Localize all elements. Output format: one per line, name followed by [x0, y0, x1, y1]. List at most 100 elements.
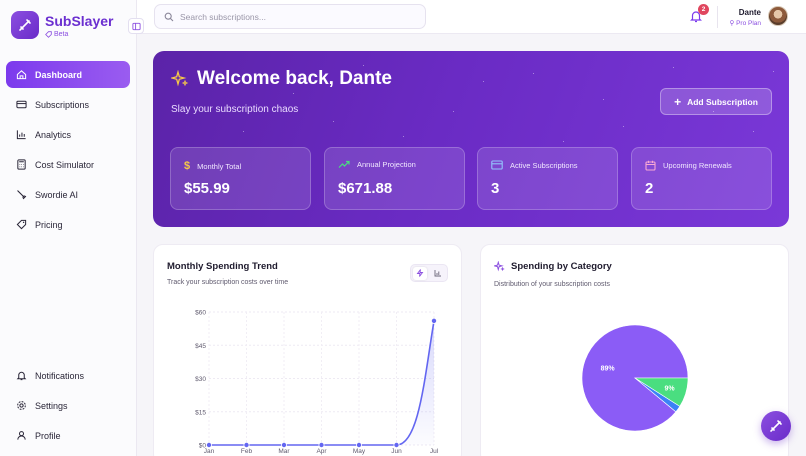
y-tick-label: $45: [195, 343, 206, 350]
top-header: 2 Dante ⚲ Pro Plan: [137, 0, 806, 34]
avatar[interactable]: [768, 6, 788, 26]
notification-count-badge: 2: [698, 4, 709, 15]
nav-item-settings[interactable]: Settings: [6, 392, 130, 419]
stat-label: Annual Projection: [357, 160, 416, 169]
home-icon: [16, 70, 27, 80]
add-subscription-label: Add Subscription: [687, 96, 758, 107]
data-point: [318, 441, 325, 448]
stat-card-active-subscriptions: Active Subscriptions 3: [477, 147, 618, 210]
search-box[interactable]: [154, 4, 426, 29]
decorative-star: [483, 81, 484, 82]
sword-icon: [770, 420, 782, 432]
notifications-bell-icon[interactable]: [689, 9, 703, 23]
stat-label: Upcoming Renewals: [663, 161, 732, 170]
beta-badge: Beta: [54, 30, 69, 38]
x-tick-label: Jan: [204, 448, 215, 455]
decorative-star: [453, 111, 454, 112]
nav-item-subscriptions[interactable]: Subscriptions: [6, 91, 130, 118]
stat-card-monthly-total: $ Monthly Total $55.99: [170, 147, 311, 210]
search-input[interactable]: [180, 11, 410, 22]
decorative-star: [753, 131, 754, 132]
sword-icon: [17, 190, 27, 200]
stat-value: $55.99: [184, 180, 230, 197]
stat-label: Monthly Total: [197, 161, 242, 171]
welcome-banner: Welcome back, Dante Slay your subscripti…: [153, 51, 789, 227]
nav-item-cost-simulator[interactable]: Cost Simulator: [6, 151, 130, 178]
user-info[interactable]: Dante ⚲ Pro Plan: [729, 8, 761, 27]
card-icon: [16, 100, 27, 109]
bar-chart-toggle[interactable]: [431, 267, 445, 280]
card-subtitle: Track your subscription costs over time: [167, 279, 289, 286]
spending-by-category-card: Spending by Category Distribution of you…: [480, 244, 789, 456]
nav-label: Subscriptions: [35, 99, 90, 110]
tag-icon: [16, 219, 27, 230]
decorative-star: [533, 73, 534, 74]
bottom-nav: Notifications Settings Profile: [6, 362, 130, 452]
category-pie-chart: 89% 9%: [581, 324, 689, 432]
brand[interactable]: SubSlayer Beta: [11, 11, 113, 39]
x-tick-label: May: [353, 448, 366, 455]
card-icon: [491, 160, 503, 170]
nav-item-swordie-ai[interactable]: Swordie AI: [6, 181, 130, 208]
nav-label: Notifications: [35, 370, 85, 381]
decorative-star: [773, 71, 774, 72]
user-icon: [17, 431, 26, 440]
nav-label: Profile: [35, 430, 61, 441]
x-tick-label: Mar: [278, 448, 290, 455]
decorative-star: [403, 136, 404, 137]
chart-type-toggle: [410, 264, 448, 282]
sparkles-icon: [171, 70, 189, 87]
nav-label: Analytics: [35, 129, 72, 140]
spending-line-chart: $0 $15 $30 $45 $60 Jan Feb Mar Apr May Jun Jul: [195, 310, 439, 456]
nav-item-profile[interactable]: Profile: [6, 422, 130, 449]
y-tick-label: $30: [195, 376, 206, 383]
data-point: [430, 317, 437, 324]
nav-label: Pricing: [35, 219, 63, 230]
decorative-star: [243, 131, 244, 132]
calculator-icon: [17, 159, 26, 170]
nav-item-pricing[interactable]: Pricing: [6, 211, 130, 238]
decorative-star: [333, 121, 334, 122]
sparkles-icon: [494, 261, 505, 272]
user-plan: Pro Plan: [736, 20, 761, 27]
trend-up-icon: [338, 160, 350, 168]
monthly-spending-trend-card: Monthly Spending Trend Track your subscr…: [153, 244, 462, 456]
bell-icon: [16, 371, 27, 381]
decorative-star: [363, 65, 364, 66]
sidebar-toggle-icon: [131, 22, 141, 30]
nav-item-notifications[interactable]: Notifications: [6, 362, 130, 389]
brand-name: SubSlayer: [45, 12, 114, 29]
slice-label: 9%: [665, 386, 676, 393]
y-tick-label: $15: [195, 409, 206, 416]
welcome-subtitle: Slay your subscription chaos: [171, 104, 299, 115]
lightning-icon: [416, 269, 424, 277]
line-chart-toggle[interactable]: [413, 266, 427, 280]
data-point: [393, 441, 400, 448]
x-tick-label: Jun: [391, 448, 402, 455]
sidebar-collapse-button[interactable]: [128, 18, 144, 34]
decorative-star: [713, 111, 714, 112]
nav-item-analytics[interactable]: Analytics: [6, 121, 130, 148]
data-point: [243, 441, 250, 448]
stat-card-annual-projection: Annual Projection $671.88: [324, 147, 465, 210]
decorative-star: [213, 71, 214, 72]
card-title: Monthly Spending Trend: [167, 261, 278, 272]
header-divider: [717, 6, 718, 28]
x-tick-label: Feb: [241, 448, 253, 455]
nav-label: Swordie AI: [35, 189, 79, 200]
plus-icon: +: [674, 94, 682, 109]
stat-card-upcoming-renewals: Upcoming Renewals 2: [631, 147, 772, 210]
nav-label: Dashboard: [35, 69, 83, 80]
tag-icon: [45, 30, 52, 38]
data-point: [206, 441, 213, 448]
nav-item-dashboard[interactable]: Dashboard: [6, 61, 130, 88]
stat-value: 2: [645, 180, 654, 197]
series-line: [209, 320, 435, 446]
swordie-ai-fab-button[interactable]: [761, 411, 791, 441]
gear-icon: [17, 401, 26, 410]
bar-chart-icon: [434, 270, 441, 277]
welcome-title: Welcome back, Dante: [197, 68, 393, 89]
add-subscription-button[interactable]: + Add Subscription: [660, 88, 772, 115]
bar-chart-icon: [16, 130, 26, 140]
dollar-icon: $: [184, 160, 191, 172]
